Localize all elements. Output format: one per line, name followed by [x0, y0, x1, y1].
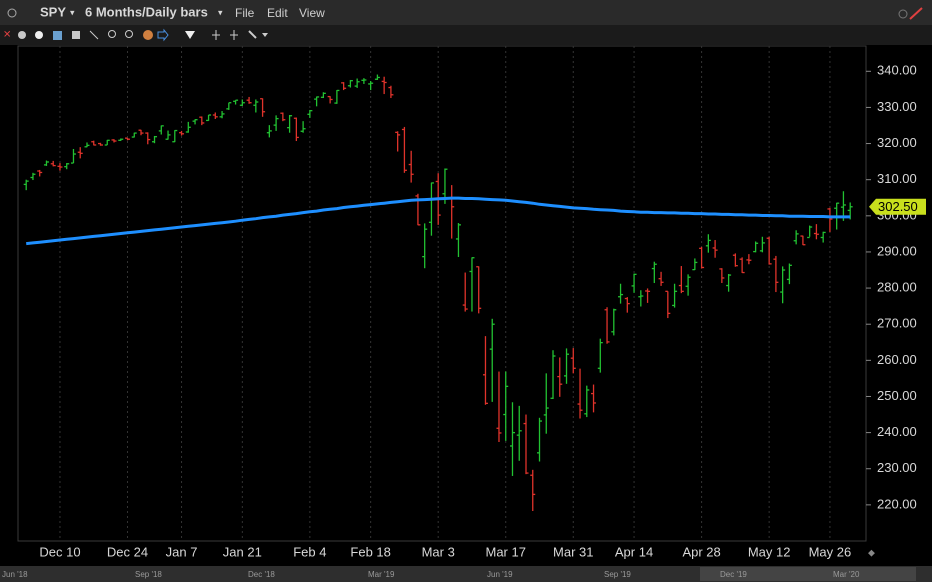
- tool[interactable]: [230, 30, 238, 40]
- menu-edit[interactable]: Edit: [267, 6, 288, 20]
- y-tick-label: 290.00: [877, 243, 917, 258]
- navigator-label: Sep '18: [135, 570, 162, 579]
- y-tick-label: 330.00: [877, 99, 917, 114]
- tool[interactable]: [157, 28, 169, 42]
- x-tick-label: Feb 18: [350, 544, 390, 559]
- period-dropdown[interactable]: ▾: [218, 7, 223, 17]
- y-tick-label: 240.00: [877, 424, 917, 439]
- tool[interactable]: [185, 31, 195, 39]
- symbol[interactable]: SPY: [40, 4, 66, 19]
- x-tick-label: May 26: [809, 544, 852, 559]
- x-tick-label: Apr 14: [615, 544, 653, 559]
- navigator-label: Jun '18: [2, 570, 28, 579]
- navigator-window[interactable]: [700, 567, 916, 581]
- symbol-dropdown[interactable]: ▾: [70, 7, 75, 17]
- tool[interactable]: [108, 30, 116, 38]
- y-tick-label: 230.00: [877, 460, 917, 475]
- navigator-label: Mar '19: [368, 570, 395, 579]
- last-price-label: 302.50: [878, 199, 918, 214]
- moving-average: [26, 196, 851, 246]
- y-tick-label: 260.00: [877, 352, 917, 367]
- title-bar: [0, 0, 932, 25]
- window-icon[interactable]: [7, 8, 17, 18]
- tool[interactable]: [248, 30, 257, 39]
- y-tick-label: 250.00: [877, 388, 917, 403]
- tool[interactable]: [125, 30, 133, 38]
- x-tick-label: May 12: [748, 544, 791, 559]
- x-tick-label: Mar 17: [485, 544, 525, 559]
- x-tick-label: Dec 10: [39, 544, 80, 559]
- y-tick-label: 270.00: [877, 316, 917, 331]
- y-tick-label: 340.00: [877, 63, 917, 78]
- navigator-label: Jun '19: [487, 570, 513, 579]
- navigator-label: Dec '19: [720, 570, 747, 579]
- navigator-label: Dec '18: [248, 570, 275, 579]
- link-icon[interactable]: [909, 7, 923, 20]
- navigator-labels: Jun '18 Sep '18 Dec '18 Mar '19 Jun '19 Sep '…: [2, 570, 860, 579]
- period[interactable]: 6 Months/Daily bars: [85, 4, 208, 19]
- y-tick-label: 320.00: [877, 135, 917, 150]
- toolbar-icons: ✕: [3, 28, 268, 42]
- x-tick-label: Dec 24: [107, 544, 148, 559]
- x-tick-label: Mar 31: [553, 544, 593, 559]
- settings-icon[interactable]: [898, 9, 908, 19]
- x-tick-label: Jan 7: [166, 544, 198, 559]
- tool[interactable]: [89, 30, 99, 40]
- navigator-label: Mar '20: [833, 570, 860, 579]
- toolbar: [0, 25, 932, 45]
- plot-area: [17, 45, 867, 542]
- tool[interactable]: [72, 31, 80, 39]
- x-tick-label: Feb 4: [293, 544, 326, 559]
- menu-view[interactable]: View: [299, 6, 325, 20]
- tool[interactable]: [143, 30, 153, 40]
- menu-file[interactable]: File: [235, 6, 255, 20]
- close-icon[interactable]: ✕: [3, 30, 11, 41]
- tool[interactable]: [262, 33, 268, 37]
- tool[interactable]: [35, 31, 43, 39]
- navigator-label: Sep '19: [604, 570, 631, 579]
- tool[interactable]: [18, 31, 26, 39]
- x-tick-label: Apr 28: [682, 544, 720, 559]
- navigator[interactable]: [0, 566, 932, 582]
- last-price-box: [869, 198, 926, 215]
- tool[interactable]: [53, 31, 62, 40]
- x-tick-label: Jan 21: [223, 544, 262, 559]
- y-tick-label: 280.00: [877, 280, 917, 295]
- scroll-arrow[interactable]: ◆: [868, 547, 875, 557]
- x-tick-label: Mar 3: [422, 544, 455, 559]
- y-tick-label: 310.00: [877, 171, 917, 186]
- tool[interactable]: [212, 30, 220, 40]
- y-tick-label: 220.00: [877, 496, 917, 511]
